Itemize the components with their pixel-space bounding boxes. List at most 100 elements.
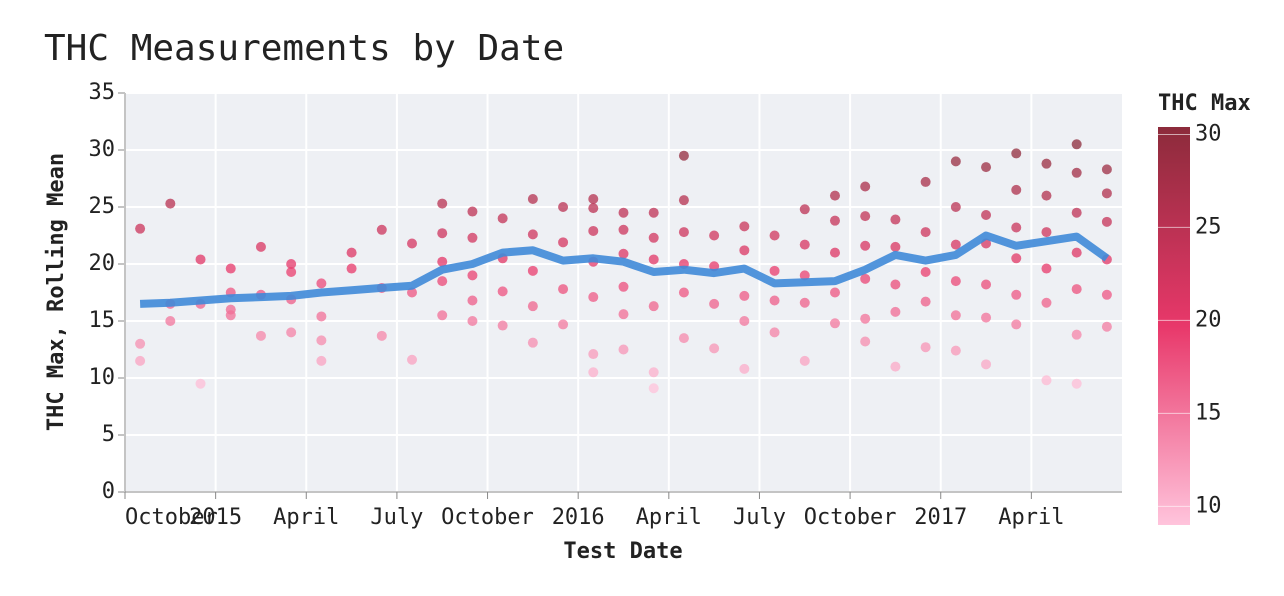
point xyxy=(1071,207,1082,218)
point xyxy=(467,295,478,306)
point xyxy=(890,214,901,225)
point xyxy=(950,202,961,212)
point xyxy=(527,229,538,240)
y-tick-label: 10 xyxy=(89,365,116,390)
point xyxy=(588,225,599,236)
point xyxy=(195,378,206,389)
point xyxy=(860,273,871,284)
point xyxy=(255,330,266,341)
point xyxy=(286,259,297,269)
point xyxy=(316,335,327,346)
y-tick-label: 30 xyxy=(89,137,116,162)
point xyxy=(558,202,569,212)
point xyxy=(588,292,599,303)
point xyxy=(920,227,931,238)
plot-area xyxy=(125,93,1122,492)
point xyxy=(558,237,569,248)
point xyxy=(799,239,810,250)
point xyxy=(890,306,901,317)
point xyxy=(286,266,297,277)
point xyxy=(648,232,659,243)
point xyxy=(890,241,901,252)
x-tick-label: October xyxy=(125,505,218,530)
x-axis-title: Test Date xyxy=(563,539,682,564)
point xyxy=(860,211,871,222)
point xyxy=(618,248,629,259)
legend-tick-label: 10 xyxy=(1195,493,1222,518)
point xyxy=(437,198,448,209)
point xyxy=(769,230,780,241)
point xyxy=(1041,190,1052,201)
point xyxy=(1011,319,1022,330)
point xyxy=(950,276,961,287)
x-tick-label: July xyxy=(733,505,786,530)
point xyxy=(648,383,659,394)
x-tick-label: October xyxy=(804,505,897,530)
point xyxy=(558,319,569,330)
point xyxy=(829,318,840,329)
point xyxy=(527,265,538,276)
point xyxy=(860,240,871,251)
point xyxy=(437,228,448,239)
point xyxy=(648,254,659,265)
legend-tick-label: 30 xyxy=(1195,121,1222,146)
point xyxy=(860,181,871,192)
point xyxy=(135,338,146,349)
point xyxy=(588,194,599,205)
point xyxy=(225,310,236,321)
point xyxy=(860,313,871,324)
point xyxy=(497,286,508,297)
point xyxy=(648,301,659,312)
point xyxy=(981,209,992,220)
point xyxy=(497,213,508,224)
point xyxy=(1101,216,1112,227)
chart-title: THC Measurements by Date xyxy=(44,28,564,69)
point xyxy=(678,150,689,161)
point xyxy=(648,367,659,378)
point xyxy=(678,287,689,298)
point xyxy=(950,156,961,167)
point xyxy=(1011,184,1022,195)
x-tick-label: 2017 xyxy=(914,505,967,530)
point xyxy=(739,363,750,374)
y-tick-label: 35 xyxy=(89,80,116,105)
point xyxy=(829,215,840,226)
y-tick-label: 15 xyxy=(89,308,116,333)
point xyxy=(709,298,720,309)
point xyxy=(165,316,176,326)
point xyxy=(1011,289,1022,300)
point xyxy=(678,195,689,206)
point xyxy=(407,287,418,298)
point xyxy=(799,270,810,281)
point xyxy=(950,345,961,356)
y-tick-label: 20 xyxy=(89,251,116,276)
point xyxy=(255,241,266,252)
point xyxy=(1071,284,1082,295)
point xyxy=(588,203,599,214)
point xyxy=(769,295,780,306)
point xyxy=(1071,329,1082,340)
point xyxy=(527,194,538,205)
point xyxy=(678,333,689,344)
point xyxy=(437,276,448,287)
point xyxy=(467,316,478,326)
point xyxy=(437,310,448,321)
point xyxy=(527,301,538,312)
color-bar xyxy=(1158,127,1190,525)
point xyxy=(407,238,418,249)
point xyxy=(920,296,931,307)
legend-tick-label: 25 xyxy=(1195,214,1222,239)
point xyxy=(316,355,327,366)
point xyxy=(225,263,236,274)
point xyxy=(527,337,538,348)
point xyxy=(135,223,146,234)
point xyxy=(588,349,599,360)
point xyxy=(648,207,659,218)
point xyxy=(709,343,720,354)
point xyxy=(890,279,901,290)
point xyxy=(135,355,146,366)
point xyxy=(618,344,629,355)
point xyxy=(316,278,327,289)
point xyxy=(769,327,780,338)
legend-title: THC Max xyxy=(1158,91,1251,116)
